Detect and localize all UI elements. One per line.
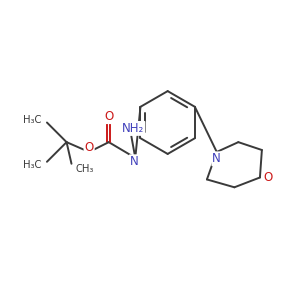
Text: NH₂: NH₂: [122, 122, 144, 135]
Text: O: O: [104, 110, 113, 123]
Text: CH₃: CH₃: [75, 164, 94, 174]
Text: O: O: [85, 141, 94, 154]
Text: H₃C: H₃C: [23, 115, 41, 124]
Text: O: O: [263, 171, 272, 184]
Text: H₃C: H₃C: [23, 160, 41, 170]
Text: N: N: [130, 155, 139, 168]
Text: N: N: [212, 152, 221, 165]
